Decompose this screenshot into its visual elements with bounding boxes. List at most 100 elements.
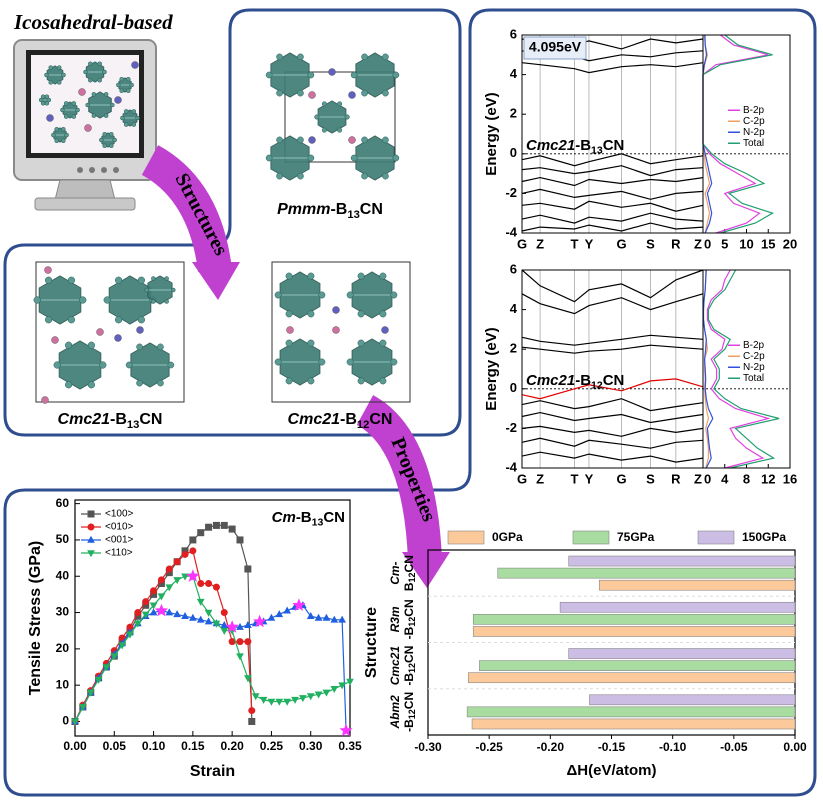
marker (94, 676, 103, 684)
marker (189, 613, 197, 621)
star-marker (154, 603, 169, 617)
y-tick-label: 50 (56, 532, 70, 546)
atom (307, 71, 315, 79)
y-tick-label: 2 (510, 341, 517, 356)
label-part: Cmc21 (288, 411, 341, 428)
band-line (521, 293, 704, 315)
category-line: Abm2 (388, 695, 402, 730)
legend-label: 75GPa (617, 530, 655, 544)
label-part: -B (330, 201, 347, 218)
bar (479, 660, 796, 671)
y-axis-label: Structure (363, 607, 380, 678)
atom (38, 97, 44, 103)
atom (53, 361, 61, 369)
plot-frame (74, 499, 351, 737)
marker (244, 638, 252, 646)
category-line: B12CN (402, 555, 417, 591)
star-marker (186, 569, 200, 582)
bar (497, 567, 796, 579)
label-part: 12 (407, 709, 417, 719)
marker (196, 598, 205, 606)
marker (330, 686, 339, 693)
dos-x-tick-label: 20 (783, 236, 797, 251)
marker (204, 617, 213, 625)
marker (173, 558, 181, 566)
atom (321, 101, 327, 107)
atom (344, 114, 350, 120)
atom (102, 69, 107, 75)
atom (307, 339, 315, 347)
atom (318, 358, 326, 366)
plot-frame (521, 34, 791, 234)
atom (114, 276, 123, 284)
y-tick-label: 6 (510, 261, 517, 276)
x-tick-label: Z (536, 471, 544, 486)
atom (348, 91, 356, 99)
atom (64, 132, 69, 138)
x-axis-label: Strain (190, 763, 235, 780)
atom (332, 326, 340, 334)
legend-swatch (447, 530, 485, 545)
atom (297, 89, 304, 97)
label-part: CN (402, 646, 416, 663)
legend-label: Total (743, 373, 764, 384)
atom (87, 341, 96, 349)
marker (118, 642, 126, 650)
atom (123, 109, 129, 114)
atom (119, 76, 124, 82)
y-tick-label: -2 (505, 420, 517, 435)
legend-label: <100> (105, 509, 134, 520)
atom (83, 69, 88, 75)
atom (116, 82, 121, 88)
compound-label: Cm-B13CN (272, 509, 345, 528)
dos-x-tick-label: 8 (743, 471, 750, 486)
structures-arrow (141, 145, 232, 273)
marker (204, 609, 213, 617)
atom (61, 126, 66, 132)
atom (136, 343, 143, 351)
marker (126, 631, 134, 639)
atom (265, 71, 273, 79)
y-tick-label: 2 (510, 106, 517, 121)
atom (350, 71, 358, 79)
atom (103, 296, 111, 304)
label-part: -B (402, 673, 416, 686)
atom (109, 143, 114, 149)
x-tick-label: -0.15 (598, 740, 626, 754)
legend-label: B-2p (743, 105, 765, 116)
atom (348, 136, 356, 144)
compound-label: Cmc21-B13CN (526, 137, 624, 156)
label-part: CN (603, 372, 625, 389)
compound-label: Cmc21-B12CN (288, 411, 393, 431)
atom (307, 310, 315, 318)
band-line (521, 212, 704, 224)
band-line (521, 165, 704, 177)
monitor-button (89, 167, 95, 173)
band-line (521, 269, 704, 303)
atom (357, 272, 365, 280)
atom (137, 276, 146, 284)
label-part: 13 (347, 209, 359, 221)
category-line: Cm- (388, 561, 402, 584)
y-tick-label: 4 (510, 66, 518, 81)
x-tick-label: G (517, 471, 527, 486)
band-line (521, 153, 704, 167)
marker (157, 576, 165, 584)
legend-swatch (697, 530, 735, 545)
marker (134, 612, 142, 620)
marker (267, 698, 276, 706)
cell-box (271, 261, 411, 403)
x-tick-label: S (646, 471, 655, 486)
marker (314, 613, 323, 621)
x-tick-label: G (616, 471, 626, 486)
atom (63, 114, 69, 119)
marker (236, 536, 244, 544)
marker (291, 696, 299, 704)
category-label: Abm2 -B12CN (388, 692, 417, 732)
marker (283, 698, 291, 706)
marker (165, 608, 174, 616)
y-tick-label: 0 (62, 714, 69, 728)
marker (275, 698, 284, 706)
atom (131, 122, 137, 127)
atom (88, 61, 93, 67)
